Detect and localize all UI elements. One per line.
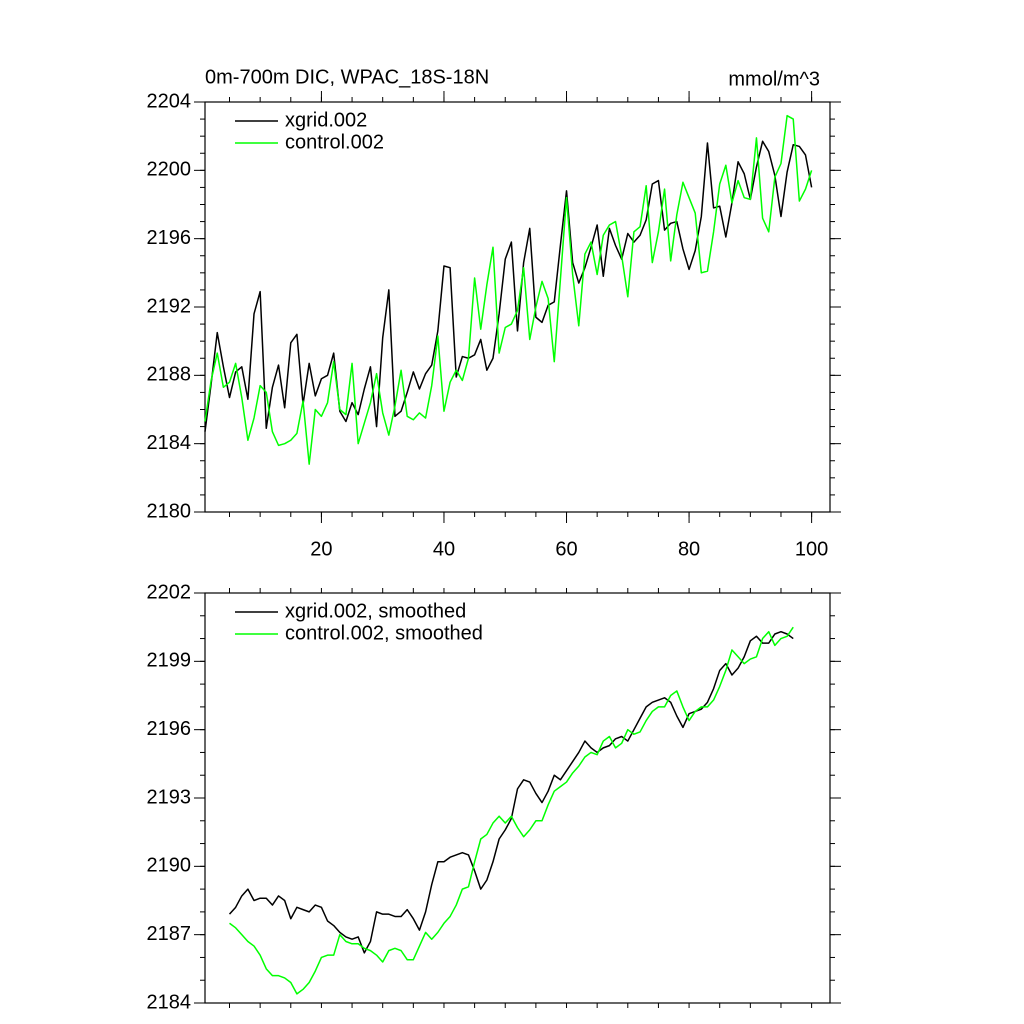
x-tick-label: 100	[795, 538, 828, 560]
legend-label: control.002, smoothed	[285, 622, 483, 644]
data-line	[204, 114, 813, 465]
y-tick-label: 2184	[147, 991, 192, 1013]
y-tick-label: 2184	[147, 432, 192, 454]
y-tick-label: 2192	[147, 295, 192, 317]
y-tick-label: 2202	[147, 581, 192, 603]
data-line	[204, 140, 813, 432]
y-tick-label: 2193	[147, 786, 192, 808]
legend-label: control.002	[285, 131, 384, 153]
y-tick-label: 2200	[147, 159, 192, 181]
y-tick-label: 2190	[147, 855, 192, 877]
x-tick-label: 80	[678, 538, 700, 560]
data-line	[229, 626, 794, 995]
y-tick-label: 2187	[147, 923, 192, 945]
legend-label: xgrid.002, smoothed	[285, 600, 466, 622]
y-tick-label: 2188	[147, 364, 192, 386]
chart-title: 0m-700m DIC, WPAC_18S-18N	[205, 66, 489, 88]
y-tick-label: 2180	[147, 500, 192, 522]
y-tick-label: 2196	[147, 718, 192, 740]
x-tick-label: 40	[433, 538, 455, 560]
x-tick-label: 60	[555, 538, 577, 560]
y-tick-label: 2199	[147, 650, 192, 672]
legend-label: xgrid.002	[285, 109, 367, 131]
units-label: mmol/m^3	[728, 68, 820, 90]
x-tick-label: 20	[310, 538, 332, 560]
data-line	[228, 630, 794, 954]
y-tick-label: 2204	[147, 90, 192, 112]
y-tick-label: 2196	[147, 227, 192, 249]
